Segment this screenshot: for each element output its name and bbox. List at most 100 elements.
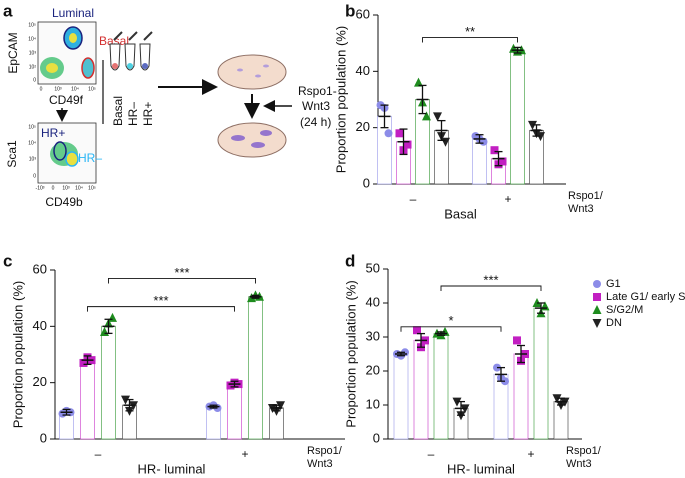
tube [109,43,121,71]
organoid [237,68,243,72]
x-axis-label: Basal [444,206,477,221]
significance-bracket [87,306,235,312]
treatment-label: (24 h) [300,115,331,129]
tick-label: -10³ [36,185,45,191]
tick-label: 10⁵ [28,22,36,28]
data-point [413,326,421,335]
axis-label: EpCAM [6,32,20,73]
tick-label: 10³ [62,185,70,191]
significance-bracket [422,37,518,43]
cells [142,63,148,69]
annotation: Rspo1/ [566,445,602,457]
data-point [433,112,442,122]
axis-label: Sca1 [5,140,19,168]
pipette [113,31,153,41]
y-tick-label: 20 [366,362,380,377]
x-axis-label: HR- luminal [447,461,515,476]
significance-label: *** [483,272,498,287]
gate-hr-pos [53,141,67,161]
bar [513,353,529,440]
gate-label: Luminal [52,6,94,20]
bar [227,383,242,440]
legend-label: S/G2/M [606,304,643,316]
cell-cloud [46,63,58,73]
data-point [79,358,88,367]
data-point [490,146,499,155]
organoid [260,130,272,136]
y-tick-label: 20 [356,119,370,134]
tick-label: 10³ [29,156,37,162]
tick-label: 0 [33,77,36,83]
data-point [422,111,431,121]
organoid [231,135,245,141]
x-tick-label: – [410,192,417,206]
bar [472,138,487,185]
tick-label: 10⁴ [71,86,79,92]
axis-label: CD49f [49,93,84,107]
organoid [255,74,261,78]
bar [533,307,549,440]
tube-label: HR+ [141,102,155,126]
tick-label: 10⁵ [28,124,36,130]
legend-label: DN [606,317,622,329]
x-tick-label: + [504,192,511,206]
gate-hr-neg [65,151,79,167]
panel-label: c [3,251,12,270]
data-point [395,129,404,138]
tick-label: 10⁴ [75,185,83,191]
annotation: Wnt3 [566,458,592,470]
treatment-label: Wnt3 [302,99,330,113]
y-tick-label: 0 [40,430,47,445]
data-point [513,336,521,345]
dish [217,122,287,158]
y-axis-label: Proportion population (%) [343,280,358,427]
y-tick-label: 0 [373,430,380,445]
tube-label: HR– [126,102,140,126]
bar [510,49,525,185]
data-point [498,157,507,166]
bar [80,359,95,440]
tick-label: 0 [33,173,36,179]
tube [139,43,151,71]
annotation: Wnt3 [568,203,594,215]
significance-label: *** [174,265,189,280]
tick-label: 10² [29,64,37,70]
gate-label: Basal [99,34,129,48]
tick-label: 10³ [29,50,37,56]
bar [101,325,116,440]
x-tick-label: – [428,447,435,461]
y-tick-label: 40 [356,63,370,78]
y-axis-label: Proportion population (%) [10,281,25,428]
y-tick-label: 40 [366,294,380,309]
tick-label: 10⁵ [88,185,96,191]
significance-bracket [108,278,256,284]
cells [127,63,133,69]
organoid [251,142,265,148]
gate-label: HR– [78,151,102,165]
tick-label: 10⁴ [28,140,36,146]
legend-label: G1 [606,278,621,290]
y-tick-label: 50 [366,260,380,275]
y-tick-label: 0 [363,175,370,190]
bar [248,296,263,440]
gate-label: HR+ [41,126,65,140]
cells [112,63,118,69]
tick-label: 10⁵ [88,86,96,92]
tick-label: 0 [40,86,43,92]
panel-label: a [3,1,13,20]
treatment-label: Rspo1- [298,84,337,98]
significance-bracket [440,285,542,291]
y-tick-label: 60 [33,261,47,276]
dish [217,54,287,90]
x-tick-label: + [241,447,248,461]
panel-label: d [345,251,355,270]
bar [393,353,409,440]
x-tick-label: – [95,447,102,461]
y-tick-label: 10 [366,396,380,411]
significance-label: * [448,313,453,328]
legend-marker [592,319,602,328]
organoid [263,64,269,68]
tube [124,43,136,71]
data-point [108,312,117,322]
